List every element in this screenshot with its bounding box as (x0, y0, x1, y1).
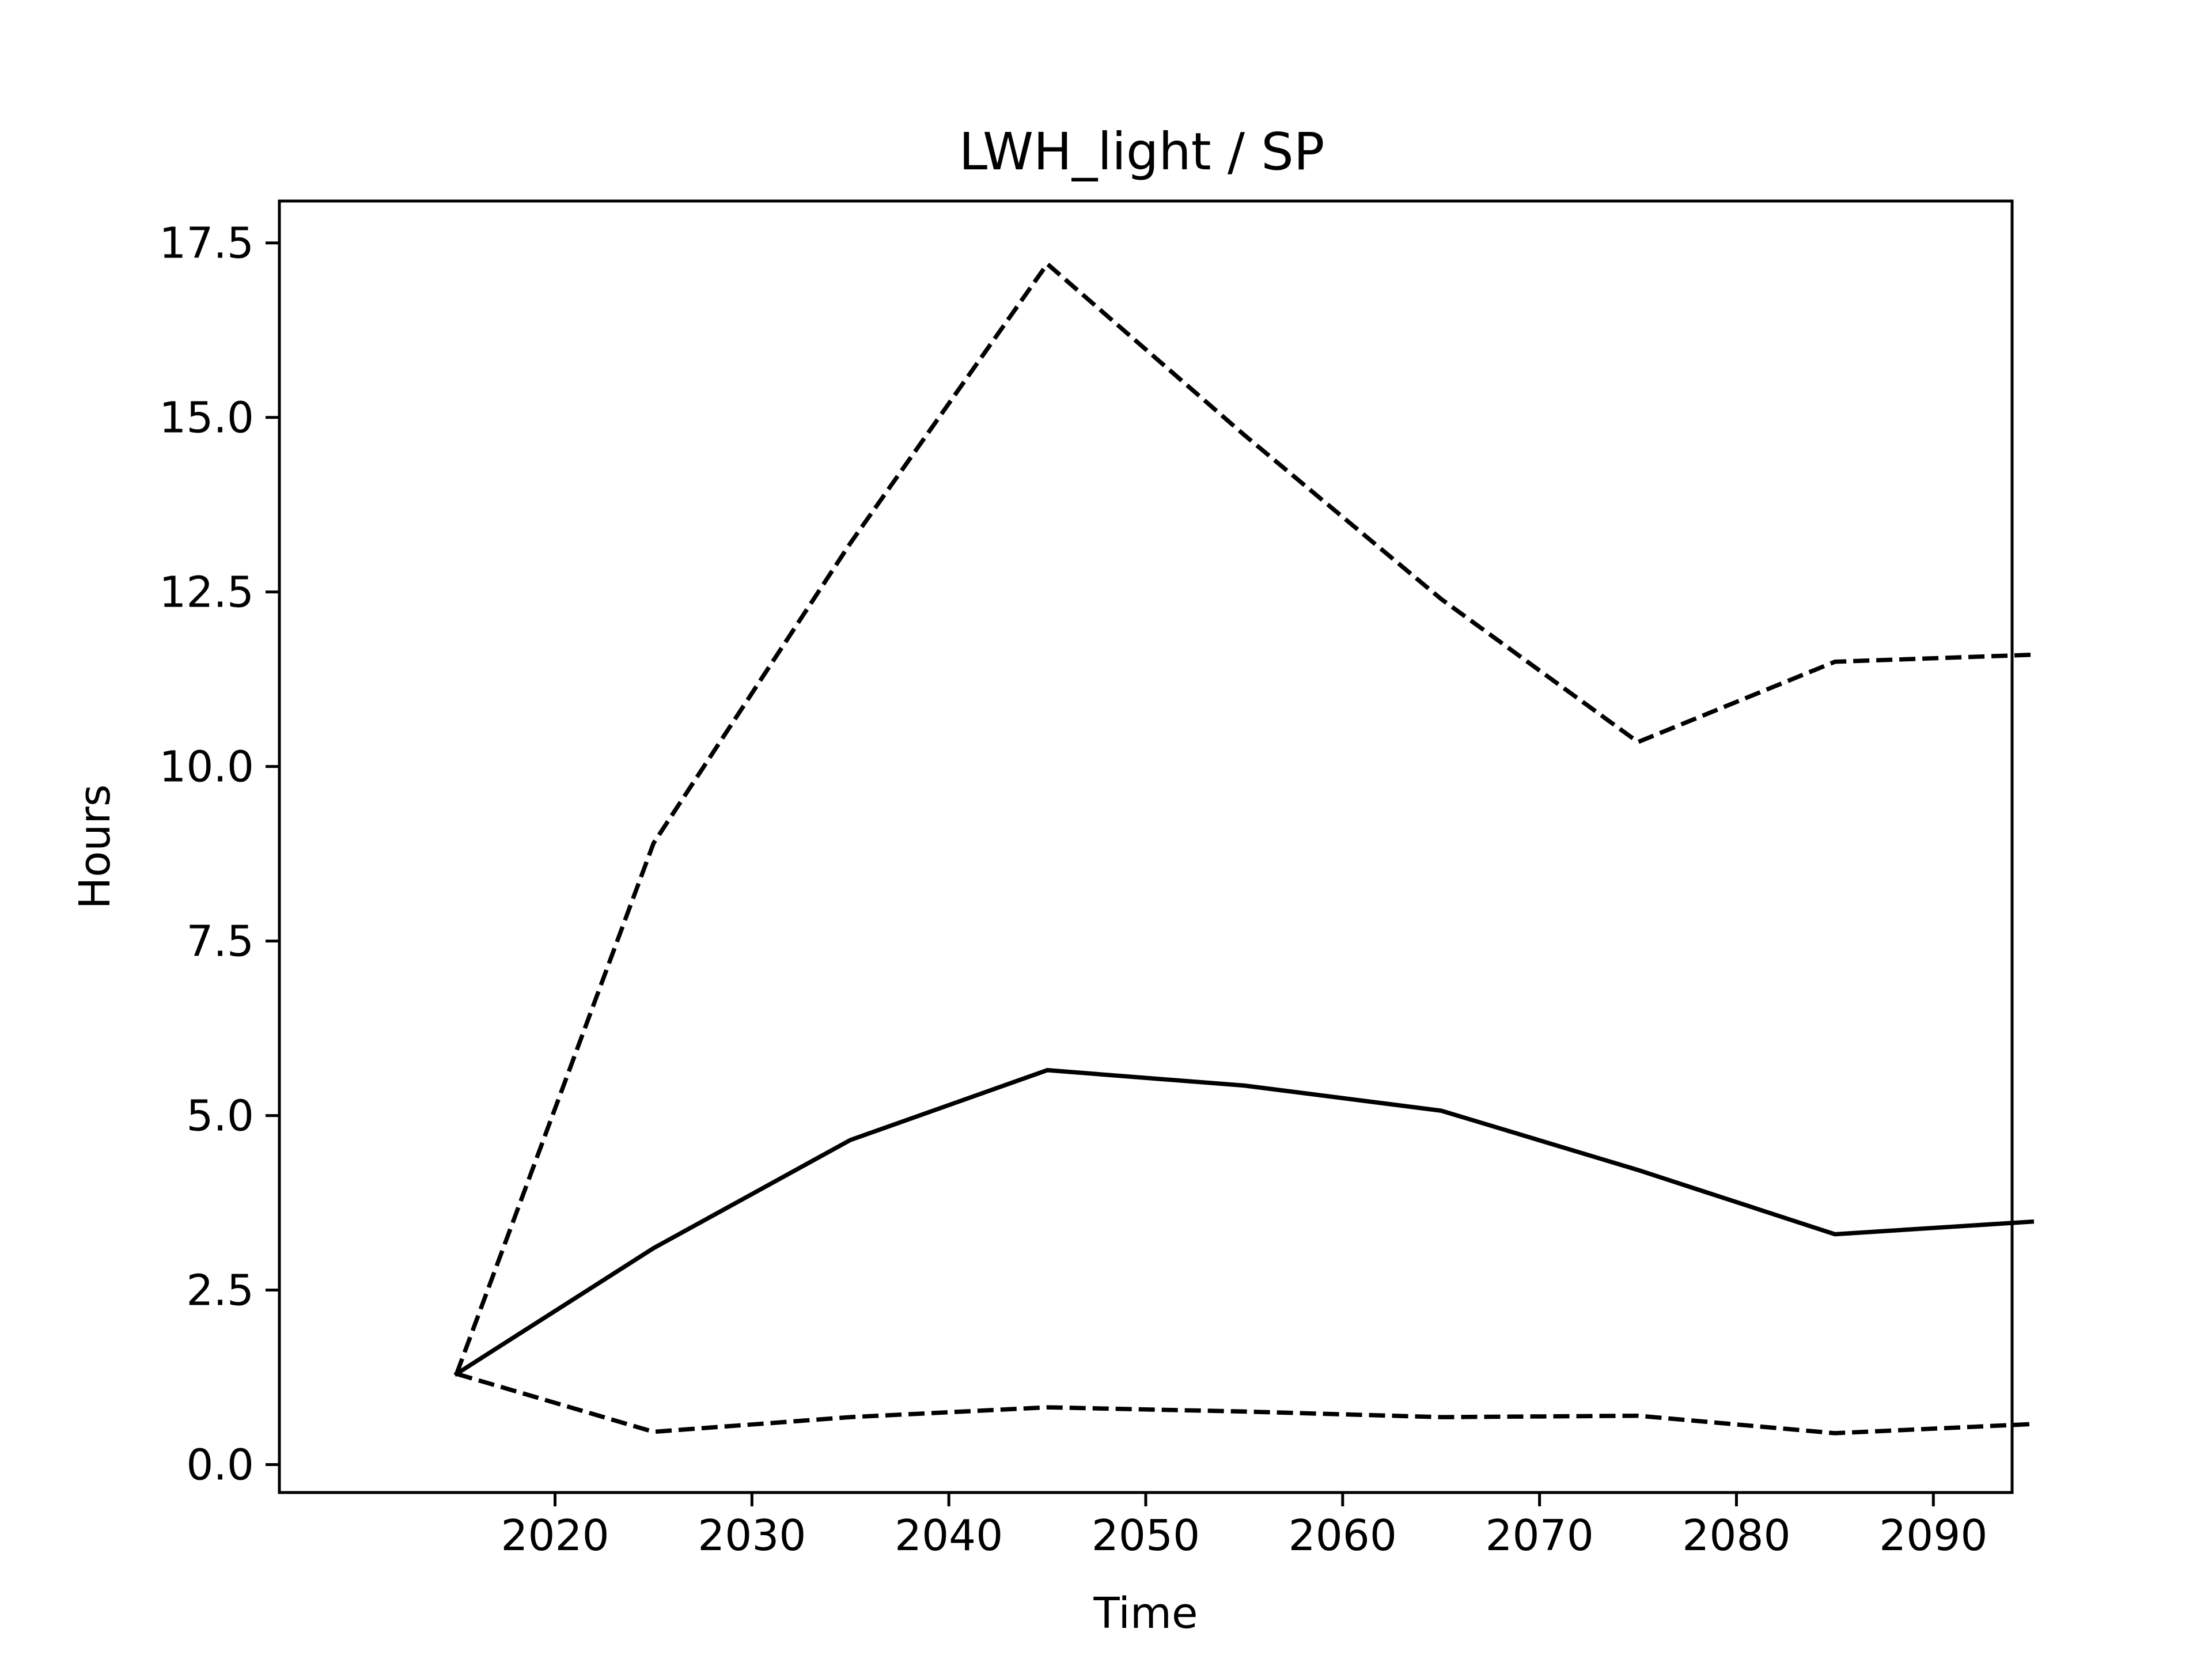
y-tick-label: 12.5 (159, 568, 254, 618)
x-tick-label: 2020 (501, 1511, 609, 1560)
series-line-1-solid (453, 1068, 2035, 1377)
x-axis: 2020 2030 2040 2050 2060 2070 2080 2090 (501, 1493, 1987, 1560)
y-tick-label: 7.5 (186, 917, 254, 967)
series-line-2-dashed (454, 262, 2032, 1375)
y-axis: 0.0 2.5 5.0 7.5 10.0 12.5 15.0 17.5 (159, 219, 279, 1490)
y-tick-label: 5.0 (186, 1092, 254, 1141)
y-tick-label: 2.5 (186, 1266, 254, 1316)
x-tick-label: 2070 (1485, 1511, 1593, 1560)
x-axis-label: Time (1093, 1589, 1198, 1638)
x-tick-label: 2060 (1289, 1511, 1397, 1560)
y-tick-label: 0.0 (186, 1441, 254, 1490)
series-line-3-dashed (456, 1372, 2032, 1435)
x-tick-label: 2050 (1092, 1511, 1200, 1560)
x-tick-label: 2080 (1682, 1511, 1790, 1560)
y-tick-label: 15.0 (159, 393, 254, 443)
series-layer (453, 262, 2035, 1435)
x-tick-label: 2090 (1879, 1511, 1987, 1560)
y-tick-label: 17.5 (159, 219, 254, 268)
y-axis-label: Hours (70, 785, 120, 910)
x-tick-label: 2040 (895, 1511, 1003, 1560)
x-tick-label: 2030 (698, 1511, 806, 1560)
chart-title: LWH_light / SP (959, 122, 1325, 181)
y-tick-label: 10.0 (159, 743, 254, 792)
